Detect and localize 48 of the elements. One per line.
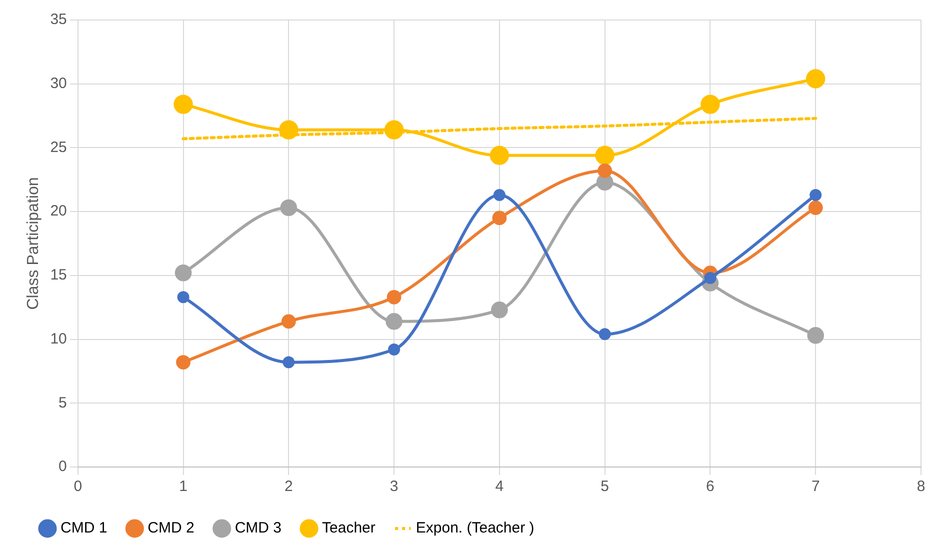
point (700, 94, 720, 114)
x-tick-label: 3 (390, 478, 398, 496)
legend-label: CMD 2 (148, 520, 194, 537)
point (388, 344, 400, 356)
y-tick-label: 10 (50, 330, 67, 348)
y-tick-label: 5 (58, 394, 67, 412)
y-tick-label: 25 (50, 138, 67, 156)
point (598, 164, 612, 178)
x-tick-label: 7 (811, 478, 820, 496)
y-tick-label: 35 (50, 11, 67, 28)
x-tick-label: 5 (600, 478, 610, 496)
legend-label: CMD 3 (234, 520, 282, 537)
point (174, 264, 192, 282)
point (807, 327, 824, 344)
point (281, 314, 296, 329)
point (808, 200, 823, 215)
legend-label: Expon. (Teacher ) (416, 520, 534, 537)
y-axis-title: Class Participation (25, 177, 42, 310)
point (492, 210, 507, 226)
point (279, 120, 298, 140)
legend-label: Teacher (322, 520, 376, 537)
point (384, 120, 404, 140)
point (491, 302, 508, 318)
y-tick-label: 15 (50, 266, 67, 284)
point (177, 291, 190, 304)
x-tick-label: 8 (916, 478, 926, 496)
point (386, 290, 402, 304)
x-tick-label: 0 (74, 478, 82, 496)
point (490, 146, 510, 165)
y-tick-label: 0 (58, 458, 67, 476)
point (386, 313, 402, 330)
y-tick-label: 30 (50, 75, 67, 92)
point (280, 199, 298, 216)
point (704, 272, 716, 284)
x-tick-label: 6 (706, 478, 714, 496)
y-tick-label: 20 (50, 202, 67, 220)
point (174, 94, 193, 114)
point (595, 146, 614, 165)
point (493, 188, 506, 201)
x-tick-label: 4 (495, 478, 504, 496)
x-tick-label: 1 (179, 478, 188, 496)
point (598, 328, 611, 340)
point (810, 188, 822, 201)
point (806, 69, 826, 88)
x-tick-label: 2 (284, 478, 293, 496)
point (282, 356, 295, 368)
legend-label: CMD 1 (60, 520, 108, 537)
point (176, 355, 190, 370)
